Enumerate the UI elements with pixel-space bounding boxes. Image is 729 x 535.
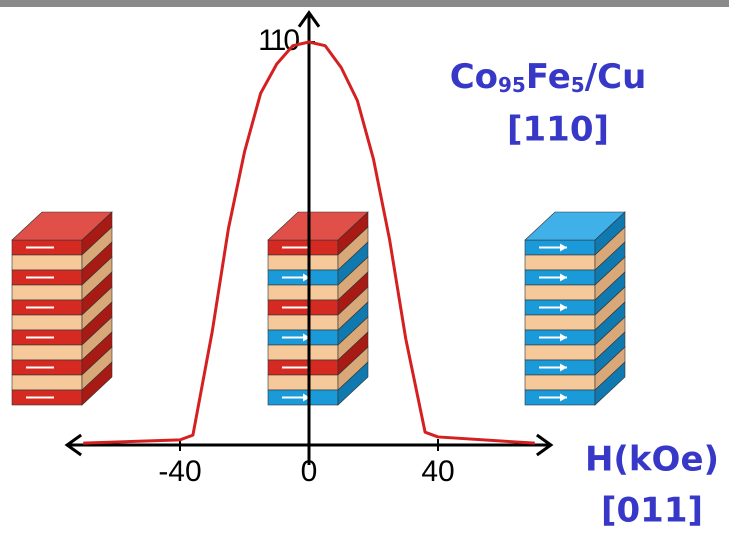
layer-side	[594, 361, 626, 406]
layer-front	[11, 254, 83, 271]
arrow-head	[19, 273, 33, 282]
x-arrow-right	[536, 433, 554, 457]
layer-top	[267, 211, 369, 241]
layer-front	[267, 284, 339, 301]
arrow-head	[303, 393, 310, 402]
layer-front	[524, 374, 596, 391]
layer-front	[524, 284, 596, 301]
arrow-head	[303, 333, 310, 342]
arrow-head	[275, 243, 289, 252]
layer-front	[11, 314, 83, 331]
x-arrow-left	[64, 433, 82, 457]
arrow-head	[19, 303, 33, 312]
label-part: /Cu	[585, 57, 647, 97]
layer-front	[11, 344, 83, 361]
layer-front	[267, 314, 339, 331]
arrow-head	[19, 393, 33, 402]
arrow-head	[19, 333, 33, 342]
layer-top	[524, 211, 626, 241]
arrow-head	[560, 243, 567, 252]
arrow-head	[19, 243, 33, 252]
top-bar	[0, 0, 729, 7]
direction-label: [110]	[507, 110, 609, 150]
x-tick-label: -40	[158, 455, 201, 488]
layer-front	[524, 254, 596, 271]
layer-front	[11, 284, 83, 301]
label-part: Fe	[526, 57, 571, 97]
arrow-head	[560, 333, 567, 342]
layer-side	[81, 361, 113, 406]
arrow-head	[275, 303, 289, 312]
label-part: Co	[450, 57, 498, 97]
y-arrow	[297, 10, 321, 28]
arrow-head	[19, 363, 33, 372]
label-part: 5	[571, 73, 585, 97]
x-tick-label: 40	[421, 455, 454, 488]
layer-front	[267, 254, 339, 271]
layer-front	[524, 314, 596, 331]
stacks	[11, 211, 626, 406]
y-tick-label: 110	[258, 24, 299, 57]
layer-front	[524, 344, 596, 361]
arrow-head	[560, 303, 567, 312]
label-part: 95	[498, 73, 526, 97]
data-line	[83, 40, 535, 445]
layer-front	[267, 344, 339, 361]
layer-front	[11, 374, 83, 391]
layer-top	[11, 211, 113, 241]
layer-front	[267, 374, 339, 391]
layer-side	[337, 361, 369, 406]
arrow-head	[275, 363, 289, 372]
x-direction-label: [011]	[601, 491, 703, 531]
x-axis-label: H(kOe)	[585, 440, 719, 480]
sample-label: Co95Fe5/Cu	[450, 57, 647, 97]
arrow-head	[560, 273, 567, 282]
x-tick-label: 0	[301, 455, 318, 488]
arrow-head	[303, 273, 310, 282]
arrow-head	[560, 363, 567, 372]
arrow-head	[560, 393, 567, 402]
